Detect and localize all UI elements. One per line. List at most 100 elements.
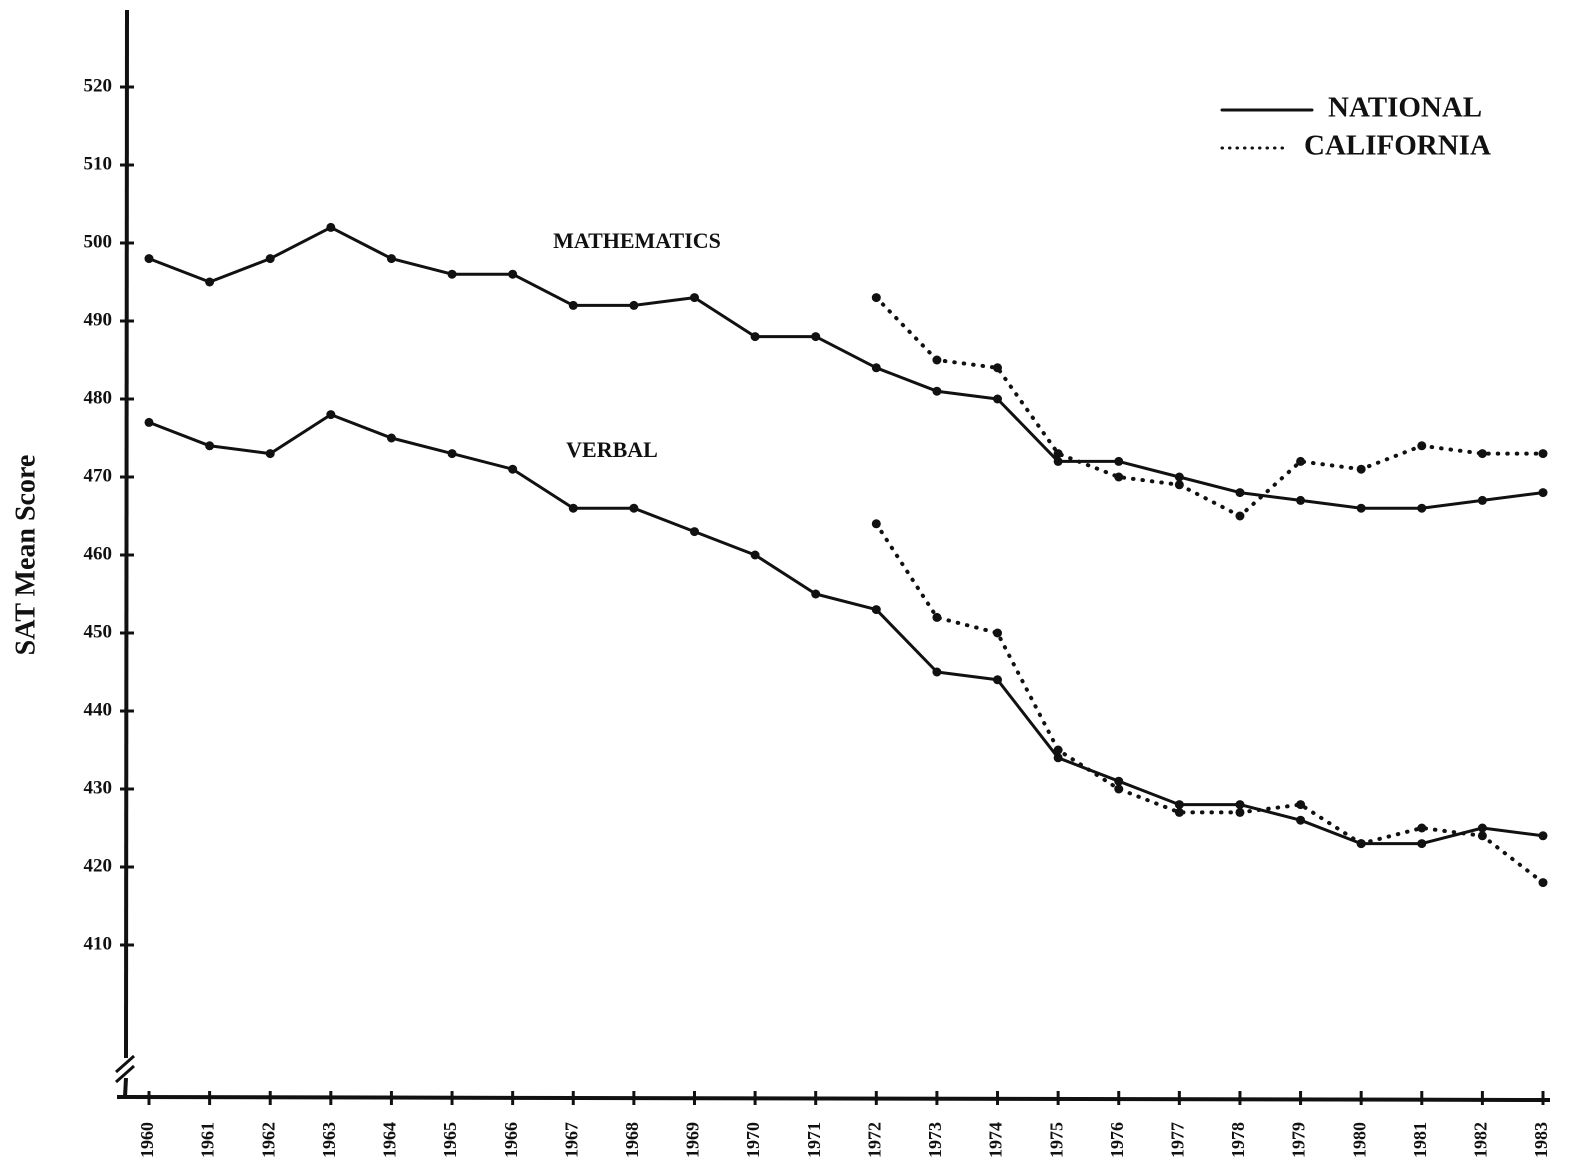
point — [508, 269, 518, 279]
y-tick-label: 450 — [84, 621, 113, 642]
point — [629, 300, 639, 310]
point — [871, 363, 881, 373]
legend-label: CALIFORNIA — [1304, 130, 1491, 162]
point — [871, 519, 881, 529]
x-tick-label: 1965 — [440, 1122, 460, 1158]
point — [386, 433, 396, 443]
point — [508, 464, 518, 474]
point — [1053, 753, 1063, 763]
y-tick-label: 410 — [84, 933, 113, 954]
point — [750, 550, 760, 560]
x-tick-label: 1981 — [1410, 1122, 1430, 1158]
point — [265, 449, 275, 459]
point — [1538, 488, 1548, 498]
point — [386, 254, 396, 264]
y-tick-label: 480 — [84, 387, 113, 408]
x-tick-label: 1975 — [1046, 1122, 1066, 1158]
point — [871, 605, 881, 615]
point — [1296, 815, 1306, 825]
point — [447, 449, 457, 459]
point — [1174, 472, 1184, 482]
y-tick-label: 420 — [84, 855, 113, 876]
point — [1053, 449, 1063, 459]
point — [1235, 488, 1245, 498]
x-tick-label: 1970 — [743, 1122, 763, 1158]
point — [629, 503, 639, 513]
point — [326, 222, 336, 232]
point — [1538, 449, 1548, 459]
legend-label: NATIONAL — [1328, 92, 1482, 124]
x-tick-label: 1960 — [137, 1122, 157, 1158]
point — [1114, 784, 1124, 794]
point — [326, 410, 336, 420]
point — [144, 254, 154, 264]
series-line — [147, 225, 1545, 510]
y-tick-label: 470 — [84, 465, 113, 486]
point — [265, 254, 275, 264]
point — [993, 394, 1003, 404]
point — [1174, 800, 1184, 810]
point — [1538, 831, 1548, 841]
point — [993, 363, 1003, 373]
y-tick-label: 460 — [84, 543, 113, 564]
series-line — [874, 521, 1545, 885]
point — [1417, 839, 1427, 849]
y-axis — [124, 9, 129, 1059]
x-tick-label: 1977 — [1167, 1122, 1187, 1158]
y-tick-label: 490 — [84, 309, 113, 330]
x-axis — [116, 1095, 1551, 1102]
point — [993, 675, 1003, 685]
point — [568, 300, 578, 310]
y-tick-label: 510 — [84, 153, 113, 174]
annotation: MATHEMATICS — [553, 228, 721, 253]
point — [1114, 456, 1124, 466]
x-tick-label: 1968 — [622, 1122, 642, 1158]
point — [871, 293, 881, 303]
point — [205, 441, 215, 451]
axis-break — [115, 1054, 135, 1084]
point — [1417, 823, 1427, 833]
x-tick-label: 1972 — [864, 1122, 884, 1158]
point — [1296, 495, 1306, 505]
x-tick-label: 1961 — [198, 1122, 218, 1158]
x-tick-label: 1980 — [1349, 1122, 1369, 1158]
point — [1174, 807, 1184, 817]
point — [1053, 456, 1063, 466]
point — [1235, 800, 1245, 810]
point — [1477, 831, 1487, 841]
y-tick-label: 440 — [84, 699, 113, 720]
point — [689, 293, 699, 303]
point — [447, 269, 457, 279]
x-tick-label: 1978 — [1228, 1122, 1248, 1158]
point — [1477, 495, 1487, 505]
x-tick-label: 1971 — [804, 1122, 824, 1158]
y-tick-label: 500 — [84, 231, 113, 252]
series-line — [874, 295, 1545, 518]
y-tick-label: 520 — [84, 75, 113, 96]
point — [1417, 441, 1427, 451]
point — [811, 589, 821, 599]
y-tick-label: 430 — [84, 777, 113, 798]
point — [932, 667, 942, 677]
x-tick-label: 1979 — [1289, 1122, 1309, 1158]
point — [1417, 503, 1427, 513]
point — [932, 355, 942, 365]
point — [1053, 745, 1063, 755]
y-axis-lower — [123, 1077, 128, 1098]
x-tick-label: 1963 — [319, 1122, 339, 1158]
point — [1356, 464, 1366, 474]
x-tick-label: 1967 — [561, 1122, 581, 1158]
point — [811, 332, 821, 342]
x-tick-label: 1962 — [258, 1122, 278, 1158]
point — [1235, 807, 1245, 817]
point — [1296, 456, 1306, 466]
point — [1114, 472, 1124, 482]
x-tick-label: 1974 — [986, 1122, 1006, 1158]
point — [750, 332, 760, 342]
point — [205, 277, 215, 287]
point — [1235, 511, 1245, 521]
point — [1477, 449, 1487, 459]
annotation: VERBAL — [566, 437, 658, 462]
point — [993, 628, 1003, 638]
